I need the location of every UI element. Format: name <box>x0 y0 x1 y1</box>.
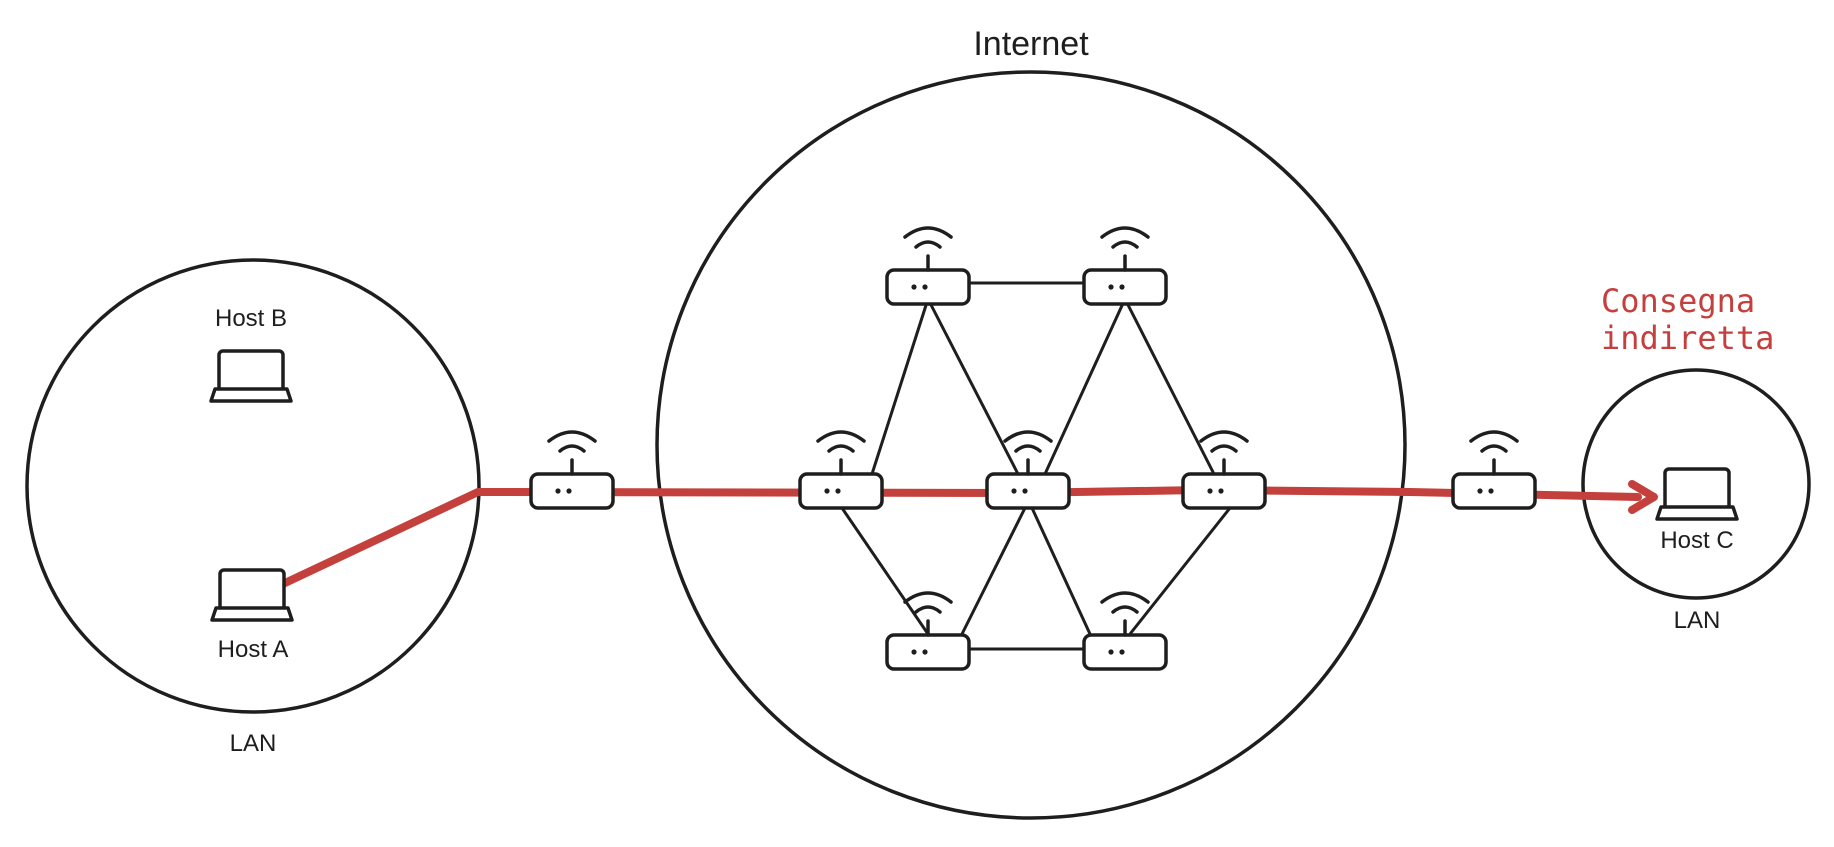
router-internet-top-right-icon <box>1082 226 1168 306</box>
indirect-delivery-path <box>281 486 1642 587</box>
lan-left-label: LAN <box>230 730 277 757</box>
router-internet-mid-right-icon <box>1181 430 1267 510</box>
router-internet-bottom-left-icon <box>885 591 971 671</box>
lan-right-label: LAN <box>1674 607 1721 634</box>
annotation-line-1: Consegna <box>1601 282 1755 320</box>
router-gateway-left-icon <box>529 430 615 510</box>
host-a-laptop-icon <box>210 568 294 622</box>
host-b-laptop-icon <box>209 349 293 403</box>
path-arrowhead <box>1628 480 1658 514</box>
host-a-label: Host A <box>218 636 289 663</box>
internet-label: Internet <box>973 25 1089 63</box>
annotation-line-2: indiretta <box>1601 319 1774 357</box>
lan-left-boundary <box>25 258 481 714</box>
router-internet-top-left-icon <box>885 226 971 306</box>
host-c-label: Host C <box>1660 527 1733 554</box>
router-internet-center-icon <box>985 430 1071 510</box>
lan-right-boundary <box>1581 368 1811 600</box>
host-b-label: Host B <box>215 305 287 332</box>
internet-links <box>840 281 1232 651</box>
router-gateway-right-icon <box>1451 430 1537 510</box>
router-internet-mid-left-icon <box>798 430 884 510</box>
host-c-laptop-icon <box>1655 467 1739 521</box>
internet-boundary <box>655 70 1407 820</box>
